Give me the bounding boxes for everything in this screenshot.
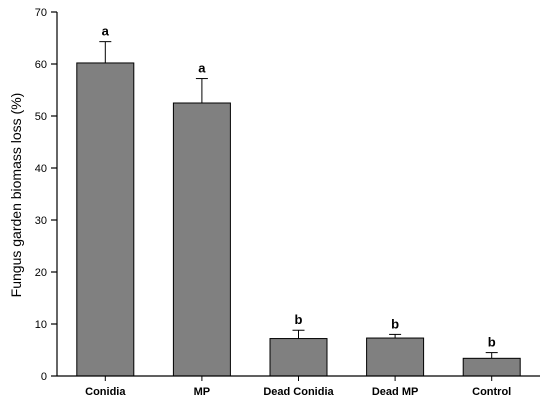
y-tick-label: 30 <box>35 215 47 227</box>
significance-label: a <box>198 61 206 76</box>
y-tick-label: 0 <box>41 371 47 383</box>
bar-dead-mp <box>366 337 425 377</box>
x-tick-label: Dead Conidia <box>263 386 334 398</box>
y-tick-label: 70 <box>35 7 47 19</box>
bar-control <box>462 357 521 377</box>
significance-label: a <box>102 24 110 39</box>
x-tick-label: Conidia <box>85 386 126 398</box>
bar-dead-conidia <box>269 338 328 377</box>
x-tick-label: MP <box>194 386 211 398</box>
y-axis-ticks: 0 10 20 30 40 50 60 70 <box>35 7 57 383</box>
y-tick-label: 10 <box>35 319 47 331</box>
bars: a a b b b <box>76 24 521 377</box>
y-tick-label: 40 <box>35 163 47 175</box>
bar-mp <box>172 102 231 377</box>
y-axis-label: Fungus garden biomass loss (%) <box>8 93 24 298</box>
y-tick-label: 60 <box>35 59 47 71</box>
y-tick-label: 50 <box>35 111 47 123</box>
x-axis-tick-labels: Conidia MP Dead Conidia Dead MP Control <box>85 376 511 398</box>
significance-label: b <box>391 316 399 331</box>
y-tick-label: 20 <box>35 267 47 279</box>
x-tick-label: Control <box>472 386 511 398</box>
significance-label: b <box>488 335 496 350</box>
bar-conidia <box>76 62 135 377</box>
significance-label: b <box>295 312 303 327</box>
x-tick-label: Dead MP <box>372 386 418 398</box>
